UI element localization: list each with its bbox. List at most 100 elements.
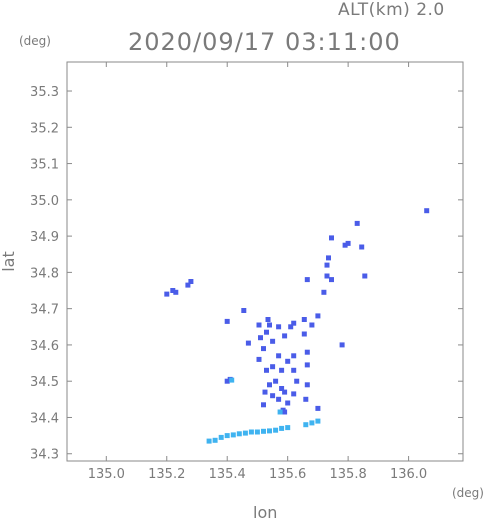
echo-point [329, 235, 334, 241]
echo-point [285, 400, 291, 406]
echo-point [270, 364, 276, 370]
y-tick-label: 35.2 [30, 121, 59, 136]
plot-frame [66, 61, 464, 462]
echo-point [294, 378, 300, 384]
echo-point [304, 362, 310, 368]
echo-point [339, 342, 345, 348]
echo-point [230, 432, 236, 438]
y-tick-label: 34.4 [30, 411, 59, 426]
echo-point [301, 331, 307, 337]
echo-point [285, 425, 291, 431]
echo-point [267, 322, 272, 328]
echo-point [326, 255, 331, 261]
x-tick-label: 135.6 [269, 467, 306, 482]
echo-point [324, 262, 330, 268]
echo-point [291, 320, 297, 326]
echo-point [309, 322, 315, 328]
echo-point [291, 367, 297, 373]
echo-point [218, 434, 224, 440]
echo-point [279, 425, 285, 431]
echo-point [185, 282, 191, 288]
x-tick-label: 136.0 [390, 467, 427, 482]
echo-point [315, 418, 321, 424]
echo-point [212, 437, 218, 443]
y-tick-label: 34.5 [30, 375, 59, 390]
echo-point [241, 308, 247, 313]
echo-point [303, 396, 309, 402]
echo-point [304, 349, 310, 355]
axis-ticks: 135.0 135.2 135.4 135.6 135.8 136.0 34.3 34.4 34… [30, 62, 463, 482]
x-tick-label: 135.2 [148, 467, 185, 482]
echo-point [279, 386, 285, 391]
echo-point [288, 324, 294, 330]
echo-point [188, 279, 194, 284]
echo-point [285, 358, 291, 364]
echo-point [261, 428, 266, 434]
echo-point [362, 273, 368, 279]
echo-point [321, 289, 327, 295]
echo-point [270, 338, 276, 344]
echo-point [282, 333, 288, 339]
echo-point [224, 318, 230, 324]
echo-points [164, 208, 430, 444]
echo-point [262, 389, 268, 395]
echo-point [256, 322, 262, 328]
echo-point [304, 277, 310, 283]
echo-point [258, 335, 263, 341]
echo-point [206, 438, 212, 444]
echo-point [261, 346, 266, 352]
echo-point [229, 377, 235, 383]
echo-point [242, 430, 248, 436]
echo-point [342, 242, 348, 248]
echo-point [265, 317, 271, 322]
y-axis-unit: (deg) [19, 34, 51, 48]
x-tick-label: 135.4 [209, 467, 246, 482]
echo-point [279, 367, 285, 373]
x-axis-label: lon [253, 503, 278, 522]
echo-point [354, 220, 360, 226]
y-tick-label: 35.0 [30, 194, 59, 209]
echo-point [173, 289, 179, 295]
echo-point [304, 382, 310, 388]
echo-point [280, 407, 286, 413]
x-tick-label: 135.8 [330, 467, 367, 482]
y-tick-label: 35.1 [30, 158, 59, 173]
y-tick-label: 35.3 [30, 85, 59, 100]
echo-point [273, 378, 279, 384]
echo-point [254, 429, 260, 435]
echo-point [309, 420, 315, 426]
echo-point [273, 427, 279, 433]
x-tick-label: 135.0 [88, 467, 125, 482]
echo-point [276, 353, 282, 359]
echo-point [276, 396, 282, 402]
echo-point [315, 405, 321, 411]
echo-point [345, 240, 351, 246]
echo-point [277, 409, 283, 415]
echo-point [267, 428, 272, 434]
echo-point [267, 382, 272, 388]
echo-point [282, 389, 288, 395]
echo-point [261, 402, 266, 408]
echo-point [270, 393, 276, 399]
y-tick-label: 34.9 [30, 230, 59, 245]
echo-point [315, 313, 321, 319]
echo-point [291, 391, 297, 397]
echo-point [164, 291, 170, 297]
echo-point [248, 429, 254, 435]
echo-point [301, 317, 307, 322]
echo-point [303, 422, 309, 428]
echo-point [276, 324, 282, 330]
echo-point [245, 340, 251, 346]
y-tick-label: 34.8 [30, 266, 59, 281]
echo-point [359, 244, 365, 250]
echo-point [324, 273, 330, 279]
echo-point [329, 277, 334, 283]
chart-title: 2020/09/17 03:11:00 [128, 28, 401, 56]
echo-point [424, 208, 430, 214]
y-tick-label: 34.7 [30, 303, 59, 318]
echo-point [170, 288, 176, 293]
y-tick-label: 34.6 [30, 339, 59, 354]
echo-point [224, 433, 230, 439]
echo-point [236, 431, 242, 437]
